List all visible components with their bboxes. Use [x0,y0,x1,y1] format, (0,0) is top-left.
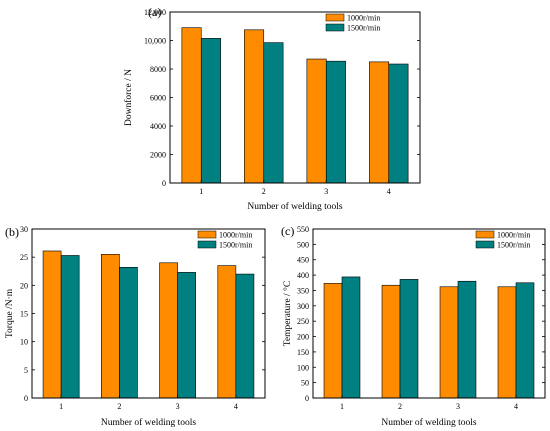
y-tick-label: 400 [297,271,309,280]
bar-s1-cat-3 [306,58,327,184]
x-tick-label: 3 [176,402,180,411]
bar-s2-cat-1 [200,38,221,184]
legend-swatch-2 [475,240,495,249]
bar-s2-cat-3 [325,60,346,184]
y-tick-label: 50 [301,379,309,388]
x-tick-label: 4 [514,402,518,411]
bar-s1-cat-1 [42,250,62,399]
y-tick-label: 0 [24,394,28,403]
y-tick-label: 500 [297,240,309,249]
bar-s2-cat-4 [515,282,535,399]
x-tick-label: 2 [398,402,402,411]
bar-s2-cat-4 [235,273,255,399]
plot-frame [312,228,546,399]
y-tick-label: 100 [297,363,309,372]
y-tick-label: 0 [305,394,309,403]
y-tick-label: 200 [297,333,309,342]
bar-s1-cat-4 [217,265,237,399]
bar-s1-cat-3 [439,286,459,399]
y-tick-label: 350 [297,286,309,295]
chart-panel-2: 1 2 3 4 0 5 10 15 20 25 30 Number of welding tools T… [5,225,266,428]
y-tick-label: 5 [24,366,28,375]
x-tick-label: 4 [234,402,238,411]
bar-s2-cat-2 [399,279,419,399]
x-tick-label: 4 [387,187,391,196]
x-tick-label: 1 [59,402,63,411]
y-tick-label: 6000 [150,94,166,103]
chart-panel-3: 1 2 3 4 0 50 100 150 200 250 300 350 400 450 500 550 Num… [281,224,546,428]
bar-s2-cat-3 [457,280,477,399]
y-tick-label: 15 [20,310,28,319]
bar-s1-cat-1 [323,283,343,399]
bar-s2-cat-2 [119,267,138,399]
y-tick-label: 10,000 [144,37,166,46]
y-tick-label: 550 [297,225,309,234]
y-tick-label: 250 [297,317,309,326]
x-tick-label: 3 [324,187,328,196]
chart-panel-1: 1 2 3 4 0 2000 4000 6000 8000 10,000 12,000 Number … [123,5,421,212]
y-tick-label: 4000 [150,122,166,131]
x-tick-label: 2 [262,187,266,196]
bar-s1-cat-2 [244,29,265,184]
y-tick-label: 12,000 [144,8,166,17]
legend-swatch-2 [197,240,217,249]
legend-label-2: 1500r/min [219,241,252,250]
x-axis-label: Number of welding tools [381,417,477,428]
y-axis-label: Temperature / °C [282,281,293,346]
x-tick-label: 3 [456,402,460,411]
legend-label-1: 1000r/min [347,14,380,23]
legend-label-1: 1000r/min [497,231,530,240]
x-tick-label: 2 [117,402,121,411]
legend-swatch-2 [325,23,345,32]
bar-s2-cat-4 [388,63,409,184]
legend-label-2: 1500r/min [347,24,380,33]
legend-swatch-1 [197,230,217,239]
bar-s1-cat-1 [181,27,202,184]
panel-label: (c) [281,224,294,238]
bar-s2-cat-1 [341,276,361,399]
y-tick-label: 2000 [150,151,166,160]
x-tick-label: 1 [340,402,344,411]
bar-s1-cat-2 [381,284,401,399]
y-axis-label: Torque /N·m [5,288,15,338]
y-tick-label: 0 [162,179,166,188]
x-tick-label: 1 [199,187,203,196]
y-tick-label: 8000 [150,65,166,74]
y-tick-label: 20 [20,281,28,290]
bar-s1-cat-2 [101,254,120,399]
panel-label: (b) [5,225,19,239]
y-tick-label: 10 [20,338,28,347]
y-tick-label: 300 [297,302,309,311]
legend-swatch-1 [325,13,345,22]
bar-s2-cat-1 [60,255,80,399]
bar-s1-cat-4 [369,61,390,184]
bar-s1-cat-4 [497,286,517,399]
x-axis-label: Number of welding tools [101,417,197,428]
legend-label-2: 1500r/min [497,241,530,250]
y-tick-label: 450 [297,256,309,265]
legend-label-1: 1000r/min [219,231,252,240]
x-axis-label: Number of welding tools [247,201,343,212]
bar-s2-cat-2 [263,42,284,184]
y-tick-label: 30 [20,225,28,234]
y-tick-label: 150 [297,348,309,357]
bar-s2-cat-3 [177,272,196,399]
y-tick-label: 25 [20,253,28,262]
bar-s1-cat-3 [159,262,178,399]
y-axis-label: Downforce / N [123,69,134,126]
panel-label: (a) [148,5,161,19]
legend-swatch-1 [475,230,495,239]
